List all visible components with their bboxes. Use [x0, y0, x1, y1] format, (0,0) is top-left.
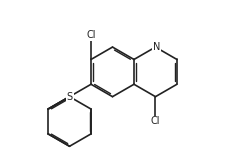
Text: S: S [66, 92, 73, 102]
Text: Cl: Cl [86, 30, 96, 40]
Text: Cl: Cl [151, 116, 160, 127]
Text: N: N [153, 42, 160, 52]
